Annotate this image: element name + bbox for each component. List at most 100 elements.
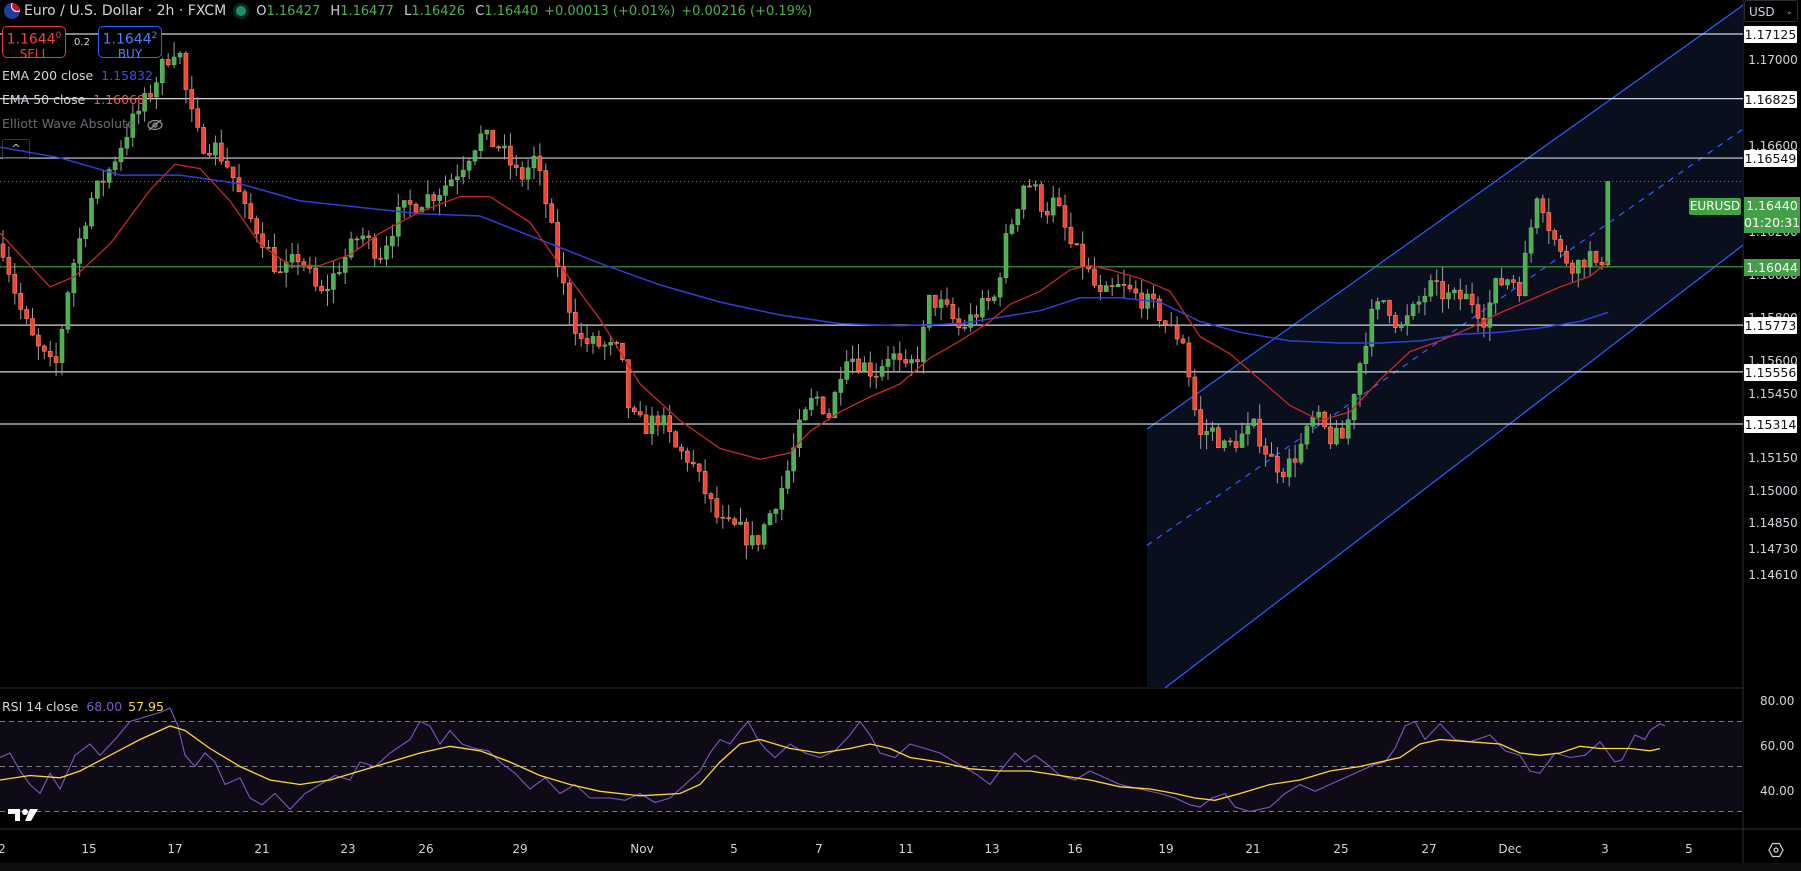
candle-down [543, 170, 549, 205]
symbol-price-tag: EURUSD [1689, 198, 1741, 215]
candle-up [1505, 279, 1510, 286]
candle-up [1369, 308, 1375, 347]
candle-up [59, 328, 65, 363]
price-axis-label: 1.15450 [1748, 386, 1798, 401]
candle-down [189, 89, 195, 110]
indicator-ema50[interactable]: EMA 50 close 1.16068 [2, 92, 145, 107]
candle-up [590, 336, 596, 344]
candle-up [1310, 416, 1316, 427]
tradingview-logo-icon[interactable] [6, 805, 40, 825]
candle-down [519, 167, 525, 180]
candle-up [130, 113, 136, 138]
candle-down [655, 415, 661, 426]
candle-down [1092, 268, 1097, 286]
candle-up [160, 59, 165, 84]
candle-down [260, 233, 265, 248]
candle-down [1292, 458, 1298, 463]
candle-up [1286, 458, 1292, 478]
candle-down [667, 415, 673, 433]
candle-up [1003, 233, 1009, 279]
candle-down [1039, 184, 1044, 212]
candle-up [425, 194, 431, 208]
candle-down [1275, 456, 1280, 473]
candle-up [1422, 295, 1428, 303]
candle-up [484, 130, 490, 135]
candle-down [820, 396, 826, 414]
bar-countdown: 01:20:31 [1744, 215, 1801, 230]
candle-up [832, 392, 838, 418]
candle-up [1239, 433, 1245, 448]
candle-down [201, 127, 206, 154]
rsi-legend[interactable]: RSI 14 close 68.00 57.95 [2, 699, 164, 714]
candle-up [1222, 440, 1227, 449]
candle-up [348, 238, 354, 258]
candle-up [885, 358, 891, 367]
candle-down [708, 493, 714, 499]
sell-button[interactable]: 1.16440 SELL [2, 26, 66, 61]
chart-settings-icon[interactable] [1768, 842, 1784, 858]
candle-down [165, 59, 171, 66]
candle-up [1404, 315, 1410, 326]
candle-up [1050, 197, 1056, 216]
candle-up [1334, 427, 1339, 445]
candle-down [30, 318, 35, 336]
candle-down [903, 359, 909, 364]
candle-down [248, 203, 254, 220]
candle-down [18, 292, 24, 310]
candle-down [53, 356, 59, 363]
level-price-tag: 1.15773 [1744, 317, 1797, 335]
candle-up [401, 200, 407, 208]
candle-down [1056, 197, 1062, 206]
currency-selector[interactable]: USD ⌄ [1744, 0, 1798, 22]
hidden-eye-icon[interactable] [147, 119, 163, 131]
buy-button[interactable]: 1.16442 BUY [98, 26, 162, 61]
candle-up [1251, 418, 1257, 427]
candle-up [1534, 198, 1540, 229]
indicator-ema200[interactable]: EMA 200 close 1.15832 [2, 68, 153, 83]
candle-down [219, 142, 224, 162]
candle-down [254, 218, 259, 235]
candle-up [797, 419, 802, 449]
candle-up [838, 379, 844, 393]
candle-up [980, 298, 985, 318]
candle-down [47, 350, 53, 357]
candle-up [289, 254, 295, 263]
candle-down [313, 268, 319, 287]
candle-up [1446, 292, 1451, 300]
candle-down [1387, 300, 1392, 316]
candle-up [773, 508, 779, 514]
level-price-tag: 1.15314 [1744, 415, 1797, 433]
collapse-legend-button[interactable]: ^ [2, 139, 30, 159]
indicator-elliott-wave[interactable]: Elliott Wave Absolute [2, 116, 163, 131]
candle-up [171, 56, 177, 66]
level-price-tag: 1.16825 [1744, 90, 1797, 108]
candle-down [148, 93, 153, 98]
ema50-line [0, 163, 1609, 460]
candle-down [1581, 259, 1587, 268]
candle-up [449, 179, 454, 187]
candle-up [767, 513, 773, 526]
time-axis-label: Nov [630, 842, 654, 856]
candle-down [207, 152, 212, 156]
level-price-tag: 1.15556 [1744, 363, 1797, 381]
candle-down [915, 359, 920, 363]
candle-down [1045, 210, 1050, 216]
candle-up [803, 409, 808, 421]
time-axis-label: 21 [254, 842, 270, 856]
candle-down [372, 237, 378, 259]
candle-down [36, 334, 41, 347]
candle-up [65, 292, 71, 330]
candle-up [1210, 427, 1215, 432]
candle-up [909, 359, 914, 364]
candle-down [277, 271, 283, 274]
green-level-tag: 1.16044 [1744, 258, 1800, 276]
candle-down [1127, 284, 1133, 290]
candle-down [508, 145, 513, 166]
candle-up [142, 93, 147, 112]
candle-down [1027, 185, 1032, 188]
candle-down [572, 312, 578, 334]
candle-down [295, 254, 301, 263]
time-axis-label: 26 [418, 842, 434, 856]
candle-down [1151, 293, 1156, 300]
